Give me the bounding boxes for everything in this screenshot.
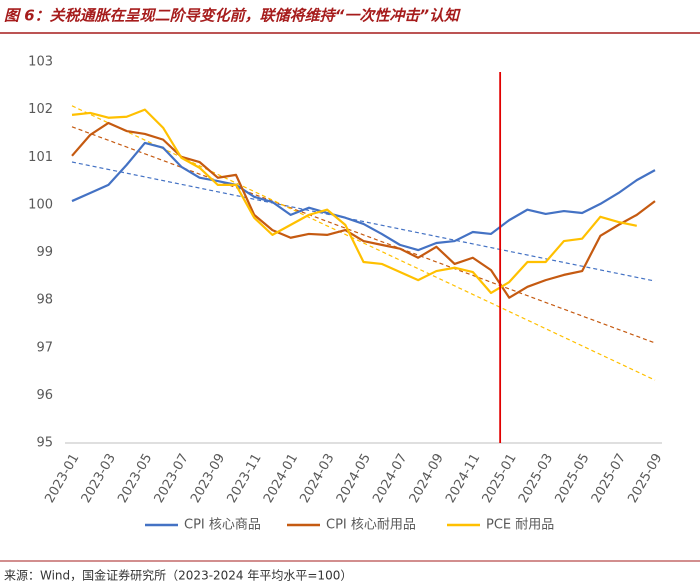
x-tick-label: 2024-03 bbox=[297, 451, 337, 506]
legend-label: CPI 核心商品 bbox=[184, 518, 261, 533]
y-tick-label: 101 bbox=[28, 150, 53, 165]
x-tick-label: 2023-07 bbox=[152, 451, 192, 506]
x-tick-label: 2025-09 bbox=[625, 451, 665, 506]
x-tick-label: 2024-05 bbox=[334, 451, 374, 506]
y-tick-label: 96 bbox=[36, 388, 53, 403]
source: 来源：Wind，国金证券研究所（2023-2024 年平均水平=100） bbox=[4, 568, 352, 583]
series-line bbox=[71, 141, 656, 252]
series-line bbox=[71, 108, 638, 295]
x-tick-label: 2023-11 bbox=[225, 451, 265, 506]
x-tick-label: 2024-09 bbox=[407, 451, 447, 506]
legend-label: PCE 耐用品 bbox=[486, 518, 554, 533]
y-tick-label: 102 bbox=[28, 102, 53, 117]
y-tick-label: 99 bbox=[36, 245, 53, 260]
y-tick-label: 103 bbox=[28, 55, 53, 70]
x-tick-label: 2024-07 bbox=[370, 451, 410, 506]
x-tick-label: 2023-09 bbox=[188, 451, 228, 506]
x-tick-label: 2025-01 bbox=[480, 451, 520, 506]
x-tick-label: 2024-01 bbox=[261, 451, 301, 506]
trend-line bbox=[71, 105, 656, 381]
chart-title: 图 6：关税通胀在呈现二阶导变化前，联储将维持“一次性冲击”认知 bbox=[4, 7, 461, 25]
series-line bbox=[71, 121, 656, 299]
x-tick-label: 2023-01 bbox=[42, 451, 82, 506]
trend-line bbox=[71, 161, 656, 282]
y-tick-label: 98 bbox=[36, 293, 53, 308]
y-tick-label: 95 bbox=[36, 436, 53, 451]
x-tick-label: 2023-03 bbox=[79, 451, 119, 506]
y-tick-label: 100 bbox=[28, 197, 53, 212]
x-tick-label: 2025-05 bbox=[552, 451, 592, 506]
legend-label: CPI 核心耐用品 bbox=[326, 518, 416, 533]
x-tick-label: 2025-07 bbox=[589, 451, 629, 506]
x-tick-label: 2024-11 bbox=[443, 451, 483, 506]
y-tick-label: 97 bbox=[36, 340, 53, 355]
trend-line bbox=[71, 126, 656, 344]
x-tick-label: 2023-05 bbox=[115, 451, 155, 506]
x-tick-label: 2025-03 bbox=[516, 451, 556, 506]
